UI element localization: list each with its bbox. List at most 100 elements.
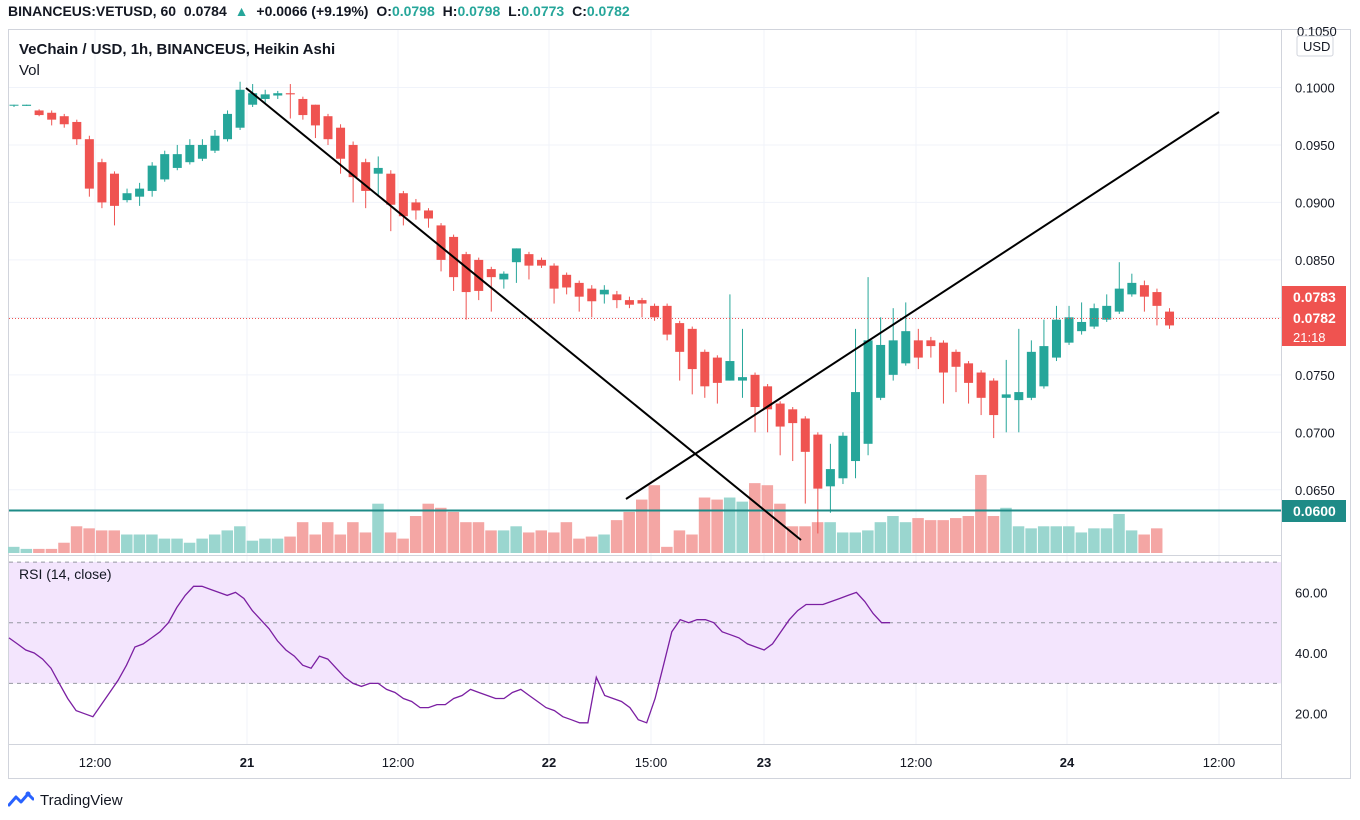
- volume-bar: [1075, 532, 1088, 553]
- candle-body: [147, 165, 157, 191]
- volume-bar: [334, 534, 347, 553]
- rsi-legend[interactable]: RSI (14, close): [19, 566, 112, 582]
- rsi-band: [9, 562, 1281, 684]
- brand-logo[interactable]: TradingView: [8, 791, 123, 809]
- candle-body: [725, 361, 735, 381]
- candle-body: [336, 127, 346, 159]
- candle-body: [499, 273, 509, 280]
- candle-body: [775, 403, 785, 427]
- candle-body: [737, 377, 747, 381]
- time-tick-label: 12:00: [1203, 755, 1236, 770]
- volume-bar: [20, 548, 33, 553]
- candle-body: [587, 288, 597, 302]
- volume-bar: [497, 530, 510, 553]
- volume-bar: [1050, 526, 1062, 553]
- volume-bar: [924, 520, 937, 553]
- volume-bar: [510, 526, 522, 553]
- volume-bar: [1025, 528, 1037, 553]
- volume-bar: [962, 516, 975, 553]
- volume-legend[interactable]: Vol: [19, 62, 40, 79]
- current-price-badge: 0.0782: [1293, 310, 1336, 326]
- candle-body: [712, 357, 722, 383]
- candle-body: [160, 154, 170, 180]
- chart-title[interactable]: VeChain / USD, 1h, BINANCEUS, Heikin Ash…: [19, 41, 336, 58]
- currency-box[interactable]: [1296, 35, 1334, 57]
- volume-bar: [987, 516, 1000, 553]
- candle-body: [1165, 311, 1175, 326]
- candle-body: [386, 173, 396, 205]
- candle-body: [675, 323, 685, 352]
- candle-body: [687, 328, 697, 370]
- candle-body: [1051, 319, 1061, 358]
- candle-body: [750, 374, 760, 408]
- volume-bar: [372, 503, 384, 553]
- candle-body: [1077, 321, 1087, 332]
- symbol-name[interactable]: BINANCEUS:VETUSD, 60: [8, 3, 177, 19]
- last-price: 0.0784: [183, 3, 227, 19]
- volume-bar: [485, 530, 497, 553]
- volume-bar: [309, 534, 321, 553]
- volume-bar: [1063, 526, 1075, 553]
- volume-bar: [560, 522, 573, 553]
- volume-bar: [183, 542, 196, 553]
- low-label: L:: [508, 3, 522, 19]
- symbol-header: BINANCEUS:VETUSD, 60 0.0784 ▲ +0.0066 (+…: [0, 0, 1360, 22]
- uptrend-line[interactable]: [625, 111, 1220, 500]
- volume-bar: [874, 522, 887, 553]
- volume-bar: [70, 526, 83, 553]
- volume-bar: [322, 522, 334, 553]
- volume-bar: [862, 530, 874, 553]
- candle-body: [888, 340, 898, 375]
- volume-bar: [121, 534, 133, 553]
- candle-body: [838, 435, 848, 479]
- candle-body: [951, 351, 961, 367]
- high-value: 0.0798: [457, 3, 501, 19]
- time-tick-label: 22: [542, 755, 556, 770]
- price-tick-label: 0.0900: [1295, 195, 1335, 210]
- low-value: 0.0773: [521, 3, 565, 19]
- candle-body: [310, 104, 320, 126]
- candles: [9, 81, 1175, 534]
- candle-body: [876, 344, 886, 398]
- volume-bar: [95, 530, 108, 553]
- sell-price-badge: 0.0783: [1293, 289, 1336, 305]
- downtrend-line[interactable]: [245, 87, 802, 541]
- volume-bar: [8, 546, 20, 553]
- candle-body: [373, 167, 383, 174]
- time-tick-label: 12:00: [79, 755, 112, 770]
- candle-body: [938, 342, 948, 373]
- volume-bar: [610, 520, 623, 553]
- time-axis-ticks: 12:00 21 12:00 22 15:00 23 12:00 24 12:00: [79, 755, 1236, 770]
- candle-body: [800, 418, 810, 452]
- volume-bar: [736, 501, 748, 553]
- volume-bar: [573, 538, 585, 553]
- candle-body: [185, 144, 195, 163]
- change-arrow-icon: ▲: [234, 3, 249, 19]
- price-tick-label: 0.0700: [1295, 425, 1335, 440]
- volume-bar: [33, 548, 45, 553]
- candle-body: [1102, 305, 1112, 320]
- candle-body: [763, 386, 773, 410]
- volume-bar: [146, 534, 158, 553]
- candle-body: [1014, 392, 1024, 401]
- volume-bar: [1037, 526, 1050, 553]
- candle-body: [436, 225, 446, 260]
- candle-body: [97, 162, 107, 203]
- volume-bar: [585, 536, 598, 553]
- candle-body: [84, 139, 94, 189]
- candle-body: [486, 269, 496, 278]
- candle-body: [624, 300, 634, 305]
- candle-body: [1064, 317, 1074, 343]
- candle-body: [9, 104, 19, 106]
- volume-bar: [623, 511, 635, 553]
- candle-body: [122, 193, 132, 201]
- candle-body: [22, 104, 32, 106]
- candle-body: [423, 210, 433, 219]
- candle-body: [135, 188, 145, 197]
- candle-body: [562, 274, 572, 288]
- volume-bar: [811, 522, 824, 553]
- volume-bar: [259, 538, 271, 553]
- volume-bar: [171, 538, 183, 553]
- candle-body: [59, 116, 69, 125]
